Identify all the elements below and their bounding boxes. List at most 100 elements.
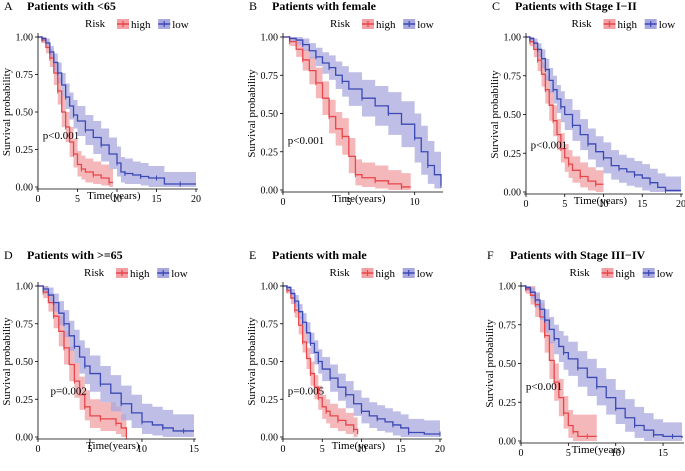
y-tick-label: 1.00: [261, 282, 279, 293]
y-tick-label: 0.50: [504, 110, 522, 121]
km-panel-D: D Patients with >=65 Risk high low 0.00 0.25 0.…: [1, 248, 199, 455]
x-tick-label: 15: [658, 448, 668, 459]
survival-curve-low: [283, 36, 442, 186]
x-tick-label: 10: [357, 444, 367, 455]
survival-curve-low: [38, 285, 194, 432]
y-tick-label: 0.00: [16, 433, 34, 444]
legend-item-low: low: [642, 268, 674, 280]
x-tick-label: 10: [137, 444, 147, 455]
legend-item-high: high: [601, 268, 636, 280]
p-value: p<0.001: [531, 140, 567, 152]
legend-item-low: low: [403, 19, 434, 31]
panel-title: Patients with >=65: [27, 248, 123, 262]
p-value: p=0.005: [288, 386, 325, 398]
y-tick-label: 0.75: [499, 320, 517, 331]
y-tick-label: 1.00: [16, 282, 34, 293]
x-tick-label: 0: [519, 448, 524, 459]
x-tick-label: 20: [191, 194, 201, 205]
km-panel-C: C Patients with Stage I−II Risk high low 0.00…: [489, 0, 685, 210]
y-tick-label: 0.75: [504, 71, 522, 82]
legend-label: high: [376, 19, 396, 31]
y-tick-label: 0.00: [504, 188, 522, 199]
x-axis-label: Time(years): [332, 440, 386, 452]
panel-letter: B: [249, 0, 257, 13]
legend-title: Risk: [572, 18, 593, 30]
ci-band-high: [38, 37, 114, 187]
panel-title: Patients with female: [272, 0, 377, 13]
legend-label: low: [417, 19, 434, 31]
x-tick-label: 10: [611, 448, 621, 459]
y-axis-label: Survival probability: [1, 317, 13, 406]
legend-item-low: low: [158, 19, 189, 31]
survival-curve-low: [526, 36, 681, 192]
y-tick-label: 0.25: [261, 147, 279, 158]
x-tick-label: 20: [435, 444, 445, 455]
legend-title: Risk: [330, 267, 351, 279]
legend-label: high: [618, 19, 638, 31]
legend-label: high: [131, 19, 151, 31]
y-tick-label: 1.00: [16, 33, 34, 44]
legend-label: low: [659, 19, 676, 31]
y-axis-label: Survival probability: [246, 317, 258, 406]
ci-band-low: [283, 37, 441, 190]
x-axis-label: Time(years): [572, 444, 626, 456]
legend-title: Risk: [84, 267, 105, 279]
y-tick-label: 1.00: [499, 282, 517, 293]
x-tick-label: 5: [566, 448, 571, 459]
x-tick-label: 15: [152, 194, 162, 205]
p-value: p=0.002: [50, 386, 86, 398]
ci-band-high: [283, 37, 411, 190]
legend-item-high: high: [361, 268, 396, 280]
legend-label: low: [657, 268, 674, 280]
legend-title: Risk: [330, 18, 351, 30]
legend-title: Risk: [570, 267, 591, 279]
x-axis-label: Time(years): [87, 190, 141, 202]
survival-curve-high: [38, 285, 128, 437]
legend-label: low: [172, 19, 189, 31]
legend-item-high: high: [117, 19, 151, 31]
x-axis-label: Time(years): [574, 195, 628, 207]
km-panel-B: B Patients with female Risk high low 0.00 0.25…: [246, 0, 443, 208]
panel-title: Patients with <65: [27, 0, 116, 13]
x-tick-label: 10: [112, 194, 122, 205]
y-axis-label: Survival probability: [484, 319, 496, 408]
y-tick-label: 0.50: [261, 357, 279, 368]
x-tick-label: 10: [410, 197, 420, 208]
x-axis-label: Time(years): [332, 193, 386, 205]
legend-item-high: high: [116, 268, 150, 280]
p-value: p<0.001: [43, 130, 79, 142]
y-tick-label: 0.50: [499, 359, 517, 370]
y-tick-label: 0.50: [16, 108, 34, 119]
legend-label: low: [171, 268, 188, 280]
y-tick-label: 0.25: [16, 395, 34, 406]
x-axis-label: Time(years): [86, 440, 140, 452]
x-tick-label: 0: [36, 444, 41, 455]
panel-letter: E: [249, 248, 256, 262]
y-axis-label: Survival probability: [1, 67, 13, 156]
y-tick-label: 0.25: [16, 145, 34, 156]
y-tick-label: 0.25: [499, 398, 517, 409]
legend-title: Risk: [85, 18, 106, 30]
x-tick-label: 10: [599, 199, 609, 210]
x-tick-label: 5: [320, 444, 325, 455]
x-tick-label: 0: [524, 199, 529, 210]
legend-item-low: low: [402, 268, 434, 280]
ci-band-low: [521, 286, 682, 441]
panel-title: Patients with Stage III−IV: [510, 248, 646, 262]
panel-letter: D: [4, 248, 13, 262]
legend-item-low: low: [157, 268, 188, 280]
y-axis-label: Survival probability: [246, 69, 258, 158]
y-tick-label: 0.25: [504, 149, 522, 160]
y-tick-label: 0.75: [261, 71, 279, 82]
legend-item-low: low: [644, 19, 676, 31]
legend-item-high: high: [603, 19, 638, 31]
x-tick-label: 0: [281, 197, 286, 208]
y-tick-label: 0.00: [16, 183, 34, 194]
p-value: p<0.001: [288, 135, 324, 147]
legend-label: low: [417, 268, 434, 280]
y-tick-label: 0.00: [261, 433, 279, 444]
panel-title: Patients with Stage I−II: [515, 0, 637, 13]
y-tick-label: 0.75: [261, 319, 279, 330]
ci-band-high: [283, 286, 358, 437]
panel-letter: C: [492, 0, 500, 13]
